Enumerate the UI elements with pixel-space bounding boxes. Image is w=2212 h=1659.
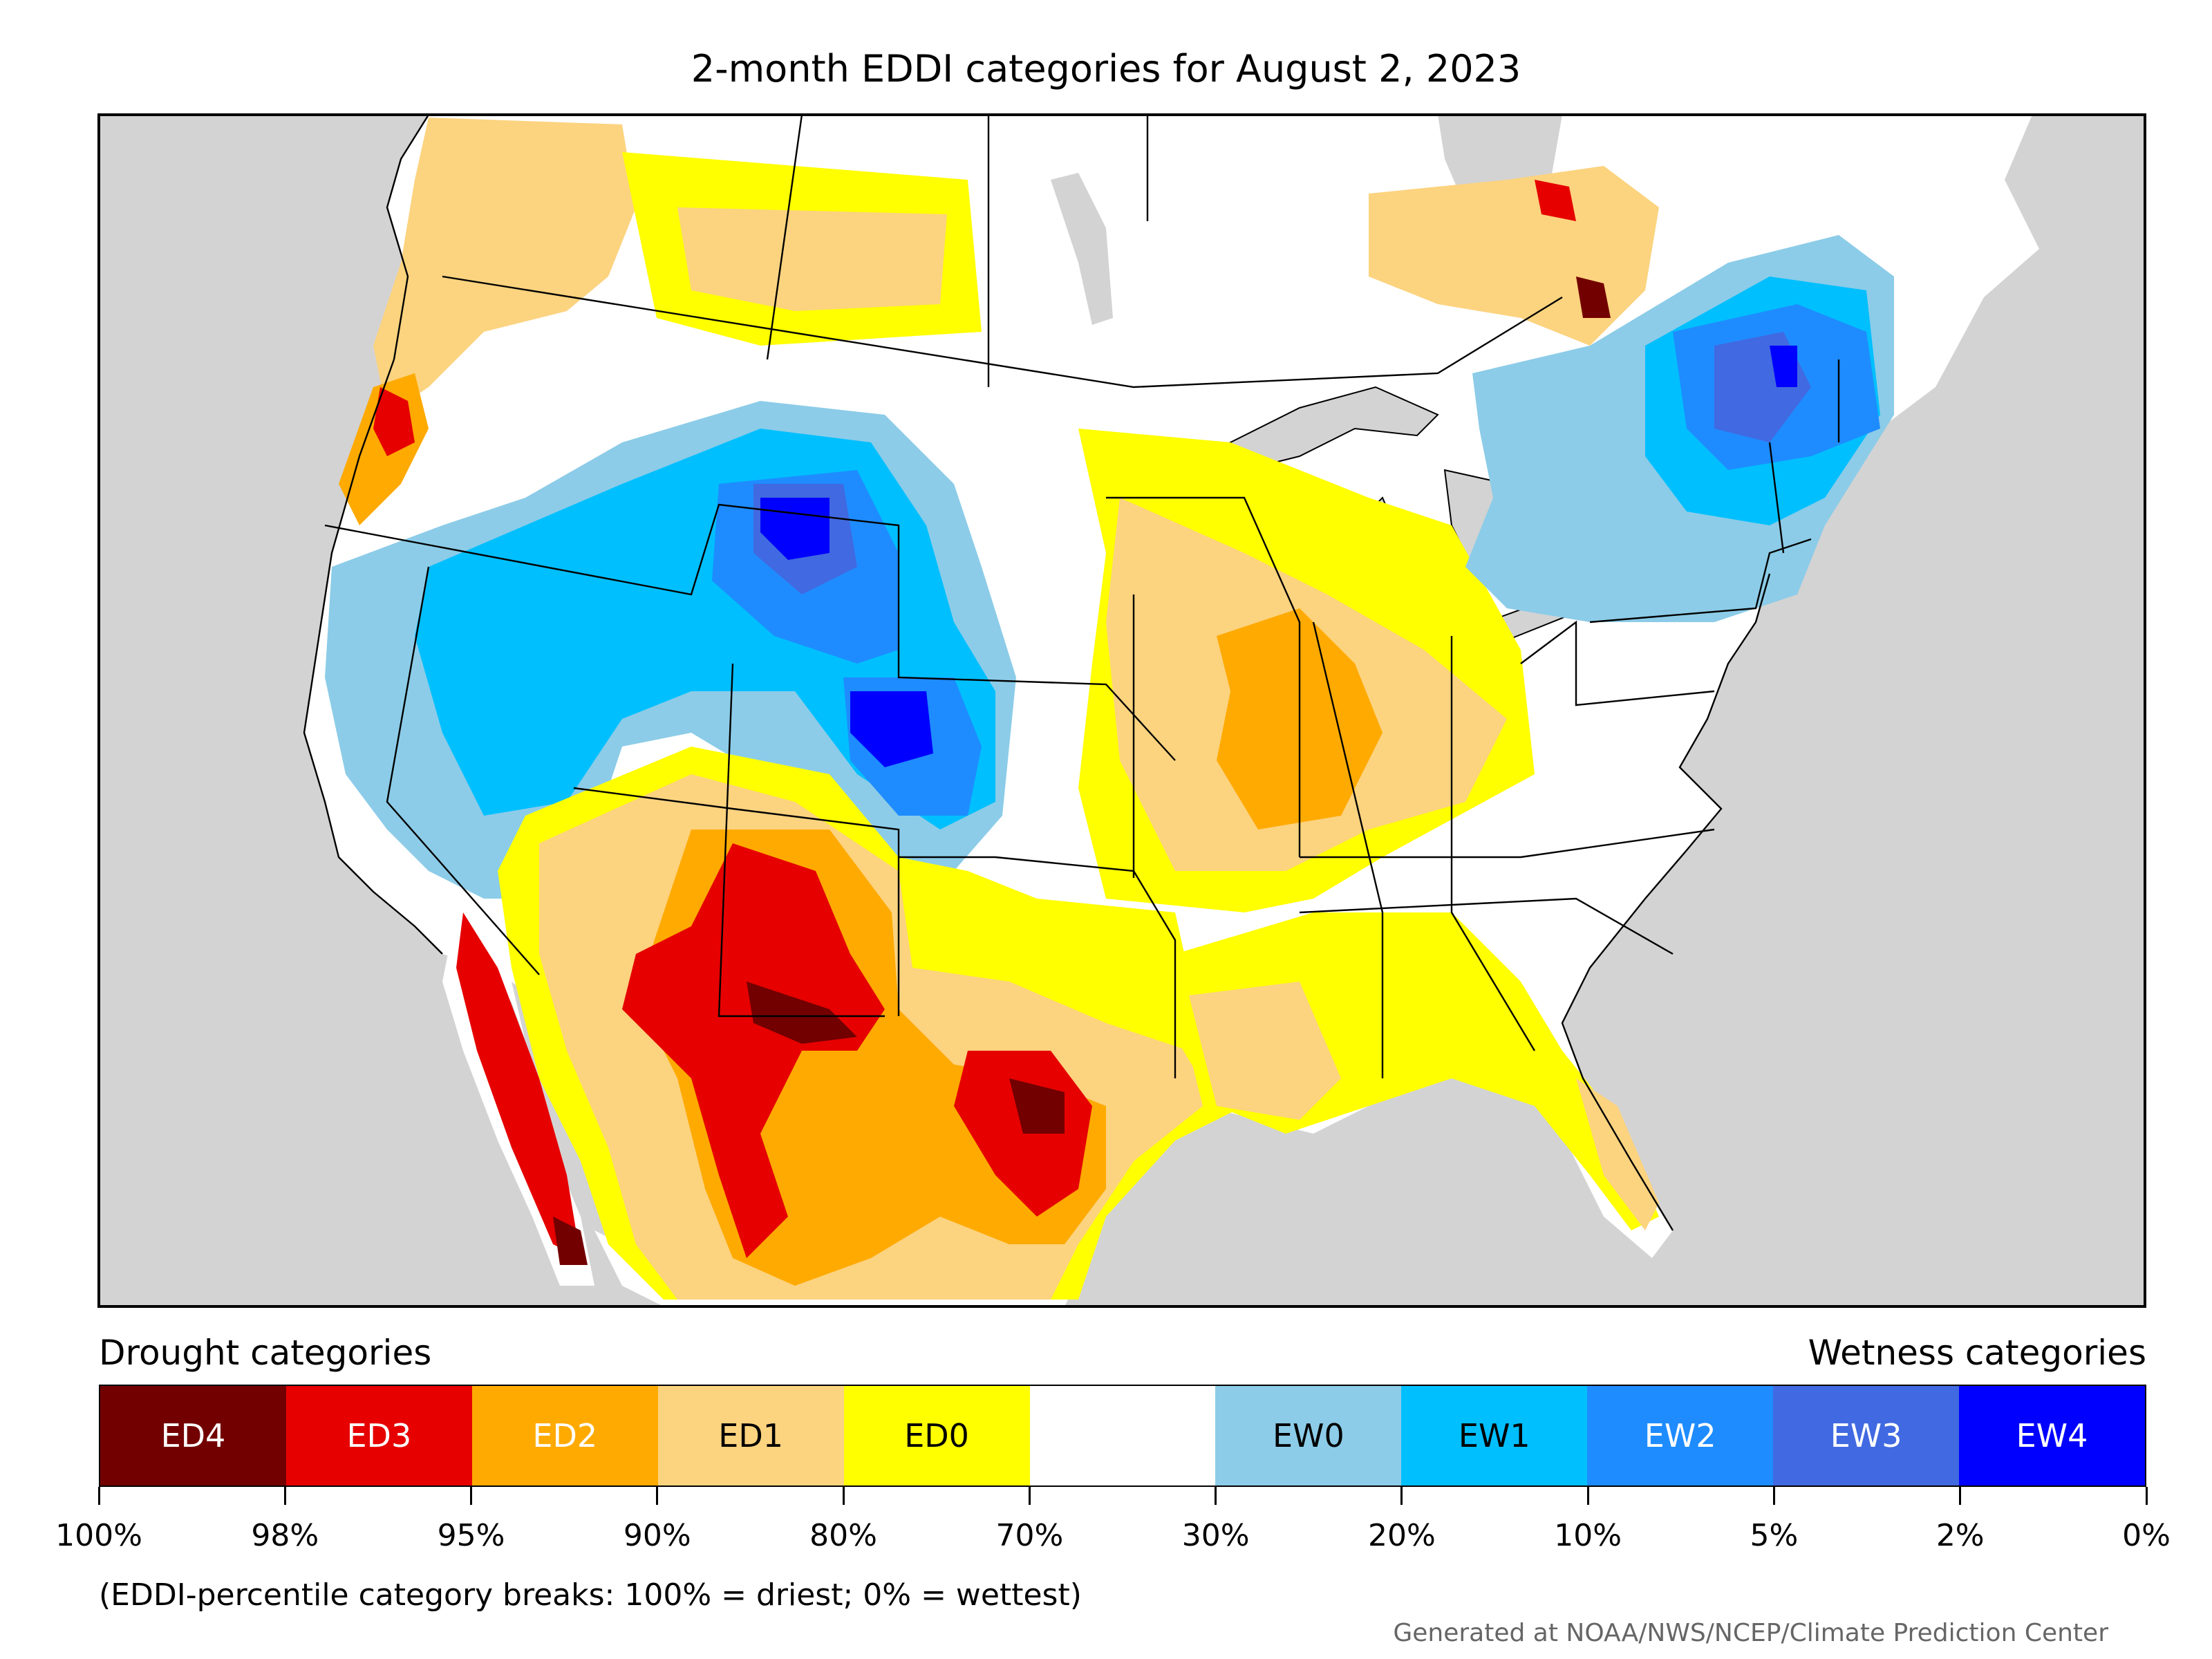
category-colorbar: ED4 ED3 ED2 ED1 ED0 EW0 EW1 EW2 EW3 EW4 bbox=[99, 1385, 2146, 1487]
colorbar-tick-label: 98% bbox=[251, 1518, 319, 1553]
category-box-ed2: ED2 bbox=[471, 1386, 658, 1485]
map-title: 2-month EDDI categories for August 2, 20… bbox=[691, 47, 1521, 91]
eddi-category-areas bbox=[325, 118, 1894, 1300]
colorbar-tick bbox=[283, 1487, 286, 1505]
category-box-ew0: EW0 bbox=[1215, 1386, 1402, 1485]
category-box-ed3: ED3 bbox=[285, 1386, 472, 1485]
colorbar-tick bbox=[97, 1487, 100, 1505]
colorbar-tick bbox=[2145, 1487, 2148, 1505]
colorbar-tick-label: 0% bbox=[2122, 1518, 2171, 1553]
colorbar-tick bbox=[1586, 1487, 1589, 1505]
category-box-ew3: EW3 bbox=[1773, 1386, 1960, 1485]
credit-line: Generated at NOAA/NWS/NCEP/Climate Predi… bbox=[1393, 1619, 2108, 1647]
colorbar-tick-label: 30% bbox=[1181, 1518, 1250, 1553]
colorbar-tick-label: 100% bbox=[55, 1518, 142, 1553]
lake-winnipeg bbox=[1051, 173, 1113, 325]
category-box-ew4: EW4 bbox=[1959, 1386, 2145, 1485]
category-note: (EDDI-percentile category breaks: 100% =… bbox=[99, 1577, 1082, 1613]
colorbar-tick bbox=[470, 1487, 473, 1505]
colorbar-tick-label: 2% bbox=[1936, 1518, 1985, 1553]
colorbar-tick bbox=[842, 1487, 845, 1505]
colorbar-tick-label: 20% bbox=[1368, 1518, 1436, 1553]
colorbar-tick bbox=[1215, 1487, 1217, 1505]
category-box-ew2: EW2 bbox=[1587, 1386, 1774, 1485]
colorbar-tick-label: 90% bbox=[623, 1518, 691, 1553]
colorbar-ticks bbox=[97, 1487, 2148, 1508]
colorbar-tick-label: 80% bbox=[809, 1518, 877, 1553]
colorbar-tick bbox=[1400, 1487, 1403, 1505]
category-box-ed4: ED4 bbox=[100, 1386, 286, 1485]
colorbar-tick-label: 10% bbox=[1554, 1518, 1622, 1553]
coastline bbox=[303, 115, 1771, 1231]
colorbar-tick bbox=[1028, 1487, 1031, 1505]
category-box-ed0: ED0 bbox=[843, 1386, 1030, 1485]
colorbar-tick bbox=[656, 1487, 659, 1505]
colorbar-tick bbox=[1959, 1487, 1962, 1505]
category-box-normal bbox=[1029, 1386, 1216, 1485]
wetness-categories-heading: Wetness categories bbox=[1808, 1333, 2146, 1373]
colorbar-tick bbox=[1772, 1487, 1775, 1505]
colorbar-tick-label: 70% bbox=[995, 1518, 1064, 1553]
boundaries bbox=[324, 115, 1840, 1078]
map-frame bbox=[97, 113, 2146, 1308]
colorbar-tick-label: 5% bbox=[1750, 1518, 1799, 1553]
category-box-ed1: ED1 bbox=[657, 1386, 844, 1485]
drought-categories-heading: Drought categories bbox=[99, 1333, 432, 1373]
category-box-ew1: EW1 bbox=[1401, 1386, 1588, 1485]
colorbar-tick-label: 95% bbox=[437, 1518, 505, 1553]
